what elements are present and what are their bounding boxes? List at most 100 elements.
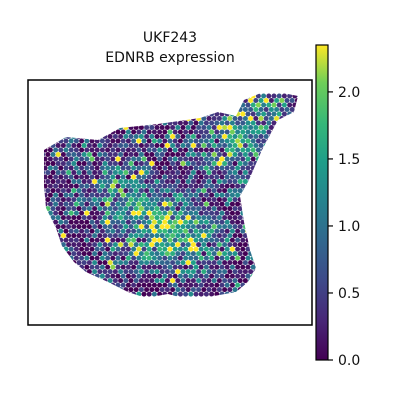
- expression-spot: [86, 188, 92, 194]
- expression-spot: [250, 183, 256, 189]
- expression-spot: [263, 287, 269, 293]
- expression-spot: [177, 192, 183, 198]
- expression-spot: [102, 161, 108, 167]
- expression-spot: [279, 179, 285, 185]
- expression-spot: [211, 206, 217, 212]
- expression-spot: [60, 260, 66, 266]
- expression-spot: [214, 210, 220, 216]
- expression-spot: [47, 93, 53, 99]
- expression-spot: [235, 129, 241, 135]
- expression-spot: [125, 138, 131, 144]
- expression-spot: [227, 161, 233, 167]
- expression-spot: [105, 120, 111, 126]
- expression-spot: [53, 147, 59, 153]
- expression-spot: [219, 228, 225, 234]
- expression-spot: [86, 125, 92, 131]
- expression-spot: [164, 179, 170, 185]
- expression-spot: [180, 143, 186, 149]
- expression-spot: [92, 170, 98, 176]
- expression-spot: [227, 170, 233, 176]
- expression-spot: [99, 129, 105, 135]
- expression-spot: [227, 233, 233, 239]
- expression-spot: [133, 116, 139, 122]
- expression-spot: [45, 125, 51, 131]
- expression-spot: [44, 188, 46, 194]
- expression-spot: [209, 273, 215, 279]
- expression-spot: [175, 179, 181, 185]
- expression-spot: [138, 179, 144, 185]
- expression-spot: [292, 93, 298, 99]
- expression-spot: [206, 287, 212, 293]
- expression-spot: [276, 273, 282, 279]
- expression-spot: [84, 183, 90, 189]
- expression-spot: [227, 251, 233, 257]
- expression-spot: [279, 152, 285, 158]
- expression-spot: [53, 255, 59, 261]
- expression-spot: [66, 269, 72, 275]
- expression-spot: [38, 292, 43, 297]
- expression-spot: [157, 102, 163, 108]
- expression-spot: [118, 161, 124, 167]
- expression-spot: [58, 273, 64, 279]
- expression-spot: [242, 107, 248, 113]
- expression-spot: [60, 125, 66, 131]
- expression-spot: [266, 93, 272, 99]
- expression-spot: [76, 107, 82, 113]
- expression-spot: [149, 251, 155, 257]
- expression-spot: [149, 170, 155, 176]
- expression-spot: [45, 152, 51, 158]
- expression-spot: [242, 251, 248, 257]
- expression-spot: [258, 116, 264, 122]
- expression-spot: [84, 93, 90, 99]
- expression-spot: [146, 111, 152, 117]
- expression-spot: [183, 192, 189, 198]
- expression-spot: [190, 107, 196, 113]
- expression-spot: [76, 278, 82, 284]
- expression-spot: [229, 129, 235, 135]
- expression-spot: [110, 264, 116, 270]
- expression-spot: [193, 183, 199, 189]
- expression-spot: [170, 125, 176, 131]
- expression-spot: [279, 278, 285, 284]
- expression-spot: [68, 282, 74, 288]
- expression-spot: [214, 165, 220, 171]
- expression-spot: [141, 147, 147, 153]
- expression-spot: [89, 228, 95, 234]
- expression-spot: [47, 111, 53, 117]
- expression-spot: [183, 219, 189, 225]
- expression-spot: [222, 188, 228, 194]
- expression-spot: [123, 215, 129, 221]
- expression-spot: [79, 165, 85, 171]
- expression-spot: [63, 111, 69, 117]
- expression-spot: [133, 233, 139, 239]
- expression-spot: [128, 269, 134, 275]
- expression-spot: [216, 152, 222, 158]
- expression-spot: [305, 125, 310, 130]
- expression-spot: [68, 165, 74, 171]
- expression-spot: [198, 246, 204, 252]
- expression-spot: [118, 143, 124, 149]
- expression-spot: [131, 282, 137, 288]
- expression-spot: [237, 233, 243, 239]
- expression-spot: [289, 251, 295, 257]
- expression-spot: [219, 129, 225, 135]
- expression-spot: [105, 282, 111, 288]
- expression-spot: [120, 255, 126, 261]
- expression-spot: [292, 291, 298, 297]
- expression-spot: [105, 138, 111, 144]
- expression-spot: [222, 161, 228, 167]
- expression-spot: [141, 255, 147, 261]
- expression-spot: [185, 134, 191, 140]
- expression-spot: [289, 242, 295, 248]
- expression-spot: [292, 264, 298, 270]
- expression-spot: [105, 102, 111, 108]
- expression-spot: [183, 273, 189, 279]
- expression-spot: [112, 197, 118, 203]
- expression-spot: [76, 224, 82, 230]
- expression-spot: [185, 287, 191, 293]
- expression-spot: [303, 175, 308, 180]
- expression-spot: [190, 197, 196, 203]
- expression-spot: [245, 129, 251, 135]
- expression-spot: [198, 219, 204, 225]
- expression-spot: [55, 188, 61, 194]
